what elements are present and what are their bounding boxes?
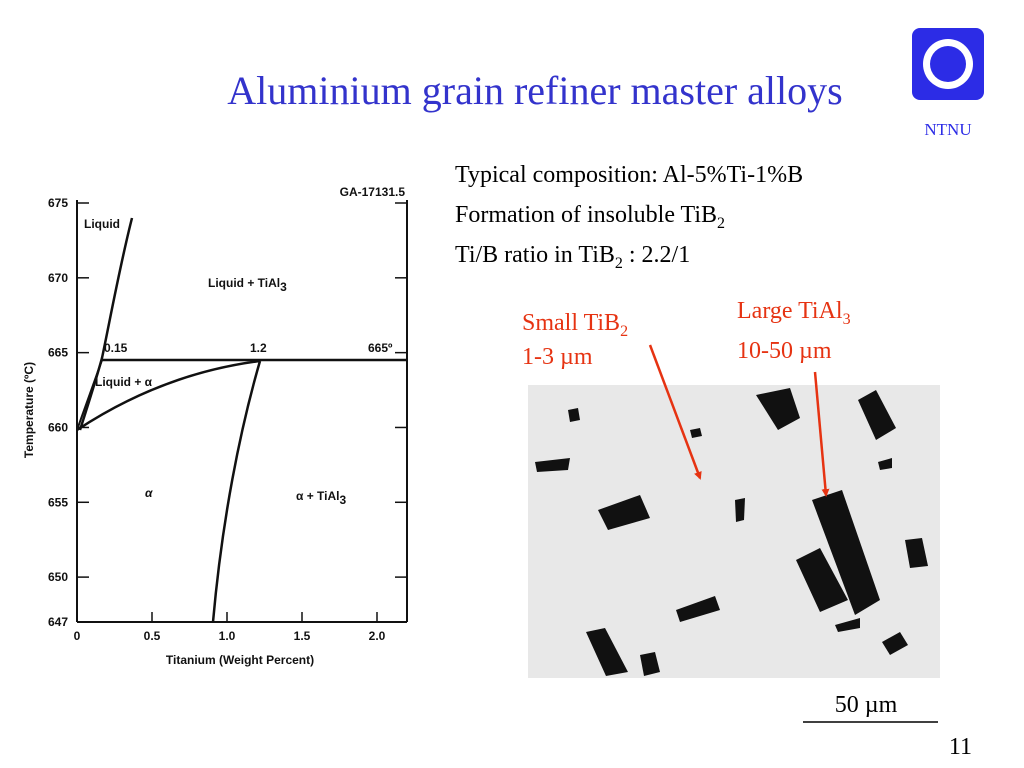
particle [690, 428, 702, 438]
logo: NTNU [912, 28, 984, 139]
subscript: 2 [717, 215, 725, 232]
bullet-text: Formation of insoluble TiB [455, 202, 717, 228]
solvus [211, 360, 262, 623]
particle [568, 408, 580, 422]
subscript: 3 [340, 493, 347, 507]
particle [882, 632, 908, 655]
subscript: 2 [620, 323, 628, 340]
y-tick-label: 670 [48, 271, 68, 285]
particle [812, 490, 880, 615]
annotation: 0.15 [104, 341, 128, 355]
region-text: α + TiAl [296, 489, 340, 503]
x-tick-label: 0.5 [144, 629, 161, 643]
bullet-text: : 2.2/1 [623, 242, 690, 268]
page-number: 11 [949, 734, 972, 760]
y-tick-label: 675 [48, 196, 68, 210]
bullet-text: Typical composition: Al-5%Ti-1%B [455, 162, 803, 188]
arrow [813, 371, 830, 497]
slide-title: Aluminium grain refiner master alloys [227, 68, 842, 113]
liquidus [78, 217, 134, 431]
solidus [76, 359, 261, 432]
particle [796, 548, 848, 612]
particle [586, 628, 628, 676]
label-text: Small TiB [522, 310, 620, 336]
particle [858, 390, 896, 440]
phase-diagram: GA-17131.5 Liquid Liquid + TiAl3 Liquid … [22, 185, 408, 667]
label: Large TiAl3 [737, 298, 851, 328]
logo-center [930, 46, 966, 82]
region-label: α + TiAl3 [296, 489, 347, 507]
micrograph: Small TiB2 1-3 µm Large TiAl3 10-50 µm 5… [522, 298, 940, 723]
x-tick-label: 0 [74, 629, 81, 643]
label-size: 10-50 µm [737, 338, 832, 364]
particle [640, 652, 660, 676]
y-tick-label: 650 [48, 570, 68, 584]
particle [735, 498, 745, 522]
region-label: Liquid [84, 217, 120, 231]
region-text: α [145, 486, 153, 500]
label-size: 1-3 µm [522, 344, 593, 370]
particle-labels: Small TiB2 1-3 µm Large TiAl3 10-50 µm [522, 298, 851, 370]
particle [835, 618, 860, 632]
scale-bar-label: 50 µm [835, 692, 898, 718]
label: Small TiB2 [522, 310, 628, 340]
x-tick-label: 2.0 [369, 629, 386, 643]
bullet-text: Ti/B ratio in TiB [455, 242, 615, 268]
y-tick-label: 647 [48, 615, 68, 629]
y-tick-label: 655 [48, 495, 68, 509]
y-tick-label: 665 [48, 346, 68, 360]
subscript: 3 [843, 311, 851, 328]
annotation: 665º [368, 341, 393, 355]
x-axis-label: Titanium (Weight Percent) [166, 653, 314, 667]
particle [535, 458, 570, 472]
region-label: α [145, 486, 153, 500]
micrograph-image [528, 385, 940, 678]
subscript: 2 [615, 255, 623, 272]
region-label: Liquid + TiAl3 [208, 276, 287, 294]
bullet-list: Typical composition: Al-5%Ti-1%B Formati… [455, 162, 803, 272]
particles [535, 388, 928, 676]
y-tick-label: 660 [48, 420, 68, 434]
subscript: 3 [280, 280, 287, 294]
particle [756, 388, 800, 430]
annotation: 1.2 [250, 341, 267, 355]
x-tick-label: 1.5 [294, 629, 311, 643]
region-label: Liquid + α [95, 375, 153, 389]
bullet: Ti/B ratio in TiB2 : 2.2/1 [455, 242, 690, 272]
particle [878, 458, 892, 470]
figure-code: GA-17131.5 [340, 185, 406, 199]
x-tick-label: 1.0 [219, 629, 236, 643]
particle [905, 538, 928, 568]
bullet: Typical composition: Al-5%Ti-1%B [455, 162, 803, 188]
region-text: Liquid [84, 217, 120, 231]
particle [598, 495, 650, 530]
y-axis-label: Temperature (ºC) [22, 362, 36, 458]
arrow [648, 344, 702, 480]
liquidus-low [76, 359, 103, 431]
region-text: Liquid + TiAl [208, 276, 280, 290]
particle [676, 596, 720, 622]
region-text: Liquid + α [95, 375, 153, 389]
bullet: Formation of insoluble TiB2 [455, 202, 725, 232]
label-text: Large TiAl [737, 298, 843, 324]
logo-label: NTNU [924, 120, 971, 139]
